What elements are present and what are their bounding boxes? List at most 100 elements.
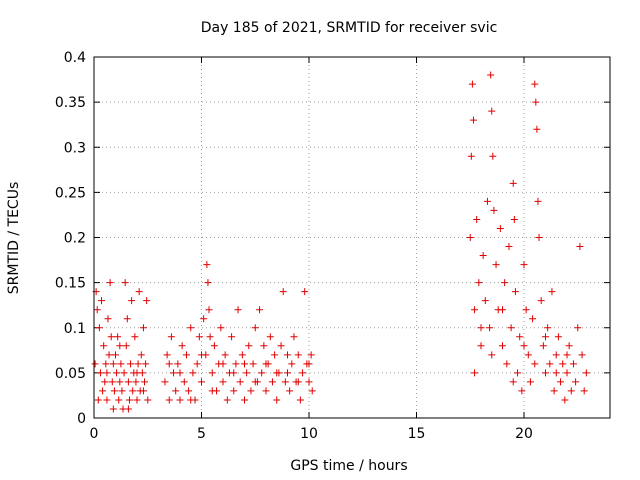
chart-title: Day 185 of 2021, SRMTID for receiver svi… — [201, 20, 498, 36]
data-point — [165, 396, 173, 404]
data-point — [96, 369, 104, 377]
data-point — [533, 125, 541, 133]
data-point — [178, 342, 186, 350]
data-point — [535, 234, 543, 241]
data-point — [115, 396, 123, 404]
data-point — [230, 369, 238, 377]
data-point — [161, 378, 169, 386]
data-point — [127, 360, 135, 368]
data-point — [203, 261, 211, 269]
data-point — [520, 261, 528, 269]
data-point — [467, 152, 475, 160]
data-point — [489, 152, 497, 160]
data-point — [466, 234, 474, 241]
data-point — [195, 333, 203, 341]
data-point — [537, 297, 545, 305]
data-point — [477, 342, 485, 350]
data-point — [496, 224, 504, 232]
data-point — [236, 378, 244, 386]
data-point — [279, 288, 287, 296]
data-point — [509, 378, 517, 386]
data-point — [100, 342, 108, 350]
data-point — [507, 324, 515, 332]
data-point — [260, 342, 268, 350]
data-point — [139, 324, 147, 332]
data-point — [200, 315, 208, 323]
data-point — [514, 369, 522, 377]
data-point — [106, 279, 114, 287]
data-point — [124, 405, 132, 413]
data-point — [294, 351, 302, 359]
data-point — [132, 378, 140, 386]
data-point — [559, 360, 567, 368]
data-point — [187, 396, 195, 404]
data-point — [144, 396, 152, 404]
data-point — [307, 351, 315, 359]
data-point — [165, 360, 173, 368]
data-point — [526, 378, 534, 386]
data-point — [139, 387, 147, 395]
data-point — [477, 324, 485, 332]
axis-ticks: 0 5 10 15 20 0 0.05 0.1 0.15 0.2 0.25 0.3 0.35 0.4 — [55, 50, 610, 442]
data-point — [198, 351, 205, 359]
data-point — [499, 342, 506, 350]
data-point — [105, 351, 113, 359]
data-point — [492, 261, 500, 269]
data-point — [176, 369, 184, 377]
data-point — [520, 342, 528, 350]
data-point — [296, 396, 304, 404]
data-point — [228, 333, 236, 341]
data-point — [234, 306, 242, 314]
data-point — [490, 206, 498, 214]
data-point — [251, 324, 259, 332]
data-point — [532, 98, 540, 106]
data-point — [475, 279, 483, 287]
data-point — [468, 80, 476, 88]
data-point — [542, 333, 549, 341]
data-point — [103, 396, 111, 404]
data-point — [529, 315, 537, 323]
data-point — [516, 333, 524, 341]
data-point — [103, 369, 111, 377]
data-point — [133, 369, 141, 377]
y-tick-label: 0.4 — [64, 50, 86, 66]
data-point — [174, 360, 182, 368]
data-point — [118, 387, 126, 395]
data-point — [223, 396, 231, 404]
data-point — [511, 288, 519, 296]
data-point — [91, 360, 99, 368]
data-point — [101, 378, 109, 386]
data-point — [193, 360, 201, 368]
data-point — [471, 306, 479, 314]
data-point — [544, 324, 552, 332]
y-tick-label: 0.25 — [55, 185, 86, 201]
data-point — [141, 378, 149, 386]
data-point — [539, 342, 547, 350]
data-point — [107, 333, 115, 341]
data-point — [94, 396, 102, 404]
data-point — [125, 396, 133, 404]
data-point — [251, 378, 259, 386]
data-point — [219, 378, 227, 386]
data-point — [110, 387, 118, 395]
data-point — [176, 396, 184, 404]
data-point — [271, 351, 279, 359]
data-point — [258, 369, 266, 377]
data-point — [206, 333, 214, 341]
data-point — [113, 369, 121, 377]
data-point — [204, 279, 212, 287]
data-point — [580, 387, 588, 395]
data-point — [104, 315, 112, 323]
data-point — [481, 297, 489, 305]
data-point — [117, 360, 125, 368]
data-point — [170, 369, 178, 377]
data-point — [217, 324, 225, 332]
data-point — [273, 369, 281, 377]
data-point — [522, 306, 530, 314]
y-tick-label: 0.35 — [55, 95, 86, 111]
y-axis-label: SRMTID / TECUs — [6, 182, 22, 295]
data-point — [509, 179, 517, 187]
data-point — [488, 107, 496, 115]
data-point — [180, 378, 188, 386]
data-point — [116, 378, 124, 386]
